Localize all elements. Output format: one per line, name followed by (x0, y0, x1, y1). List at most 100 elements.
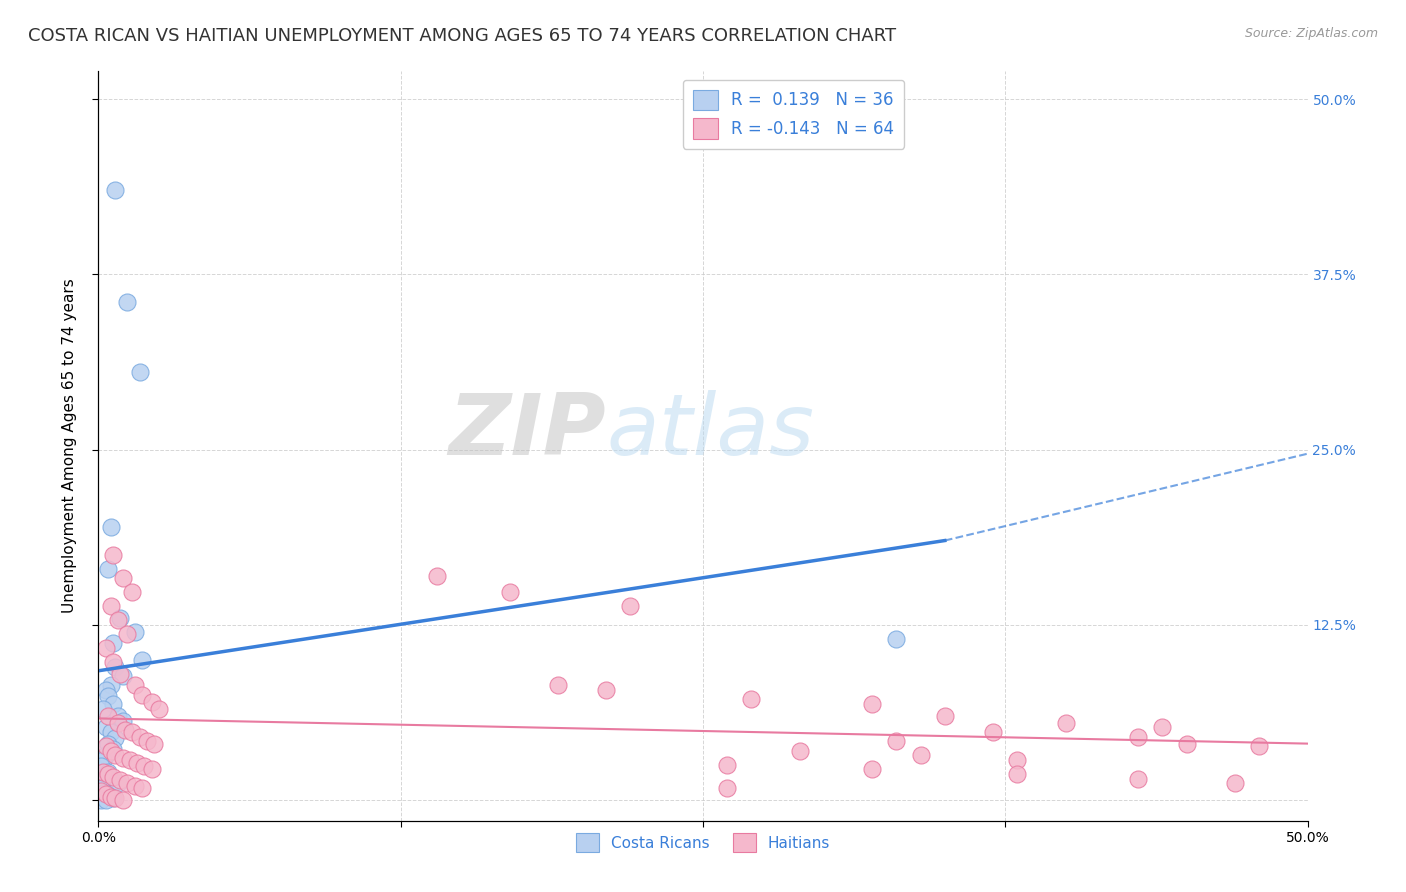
Point (1007, 767, 1029, 781)
Point (619, 599, 641, 614)
Point (100, 599, 122, 614)
Point (148, 701, 170, 715)
Point (547, 678, 569, 692)
Point (101, 636, 124, 650)
Point (740, 691, 762, 706)
Point (118, 753, 141, 767)
Point (90, 792, 112, 806)
Point (124, 624, 146, 639)
Point (111, 714, 134, 729)
Legend: Costa Ricans, Haitians: Costa Ricans, Haitians (569, 827, 837, 858)
Point (104, 659, 127, 673)
Point (886, 734, 908, 748)
Point (143, 737, 166, 751)
Point (124, 779, 146, 793)
Point (716, 757, 738, 772)
Point (101, 548, 124, 562)
Point (131, 688, 153, 702)
Point (97, 708, 120, 723)
Point (100, 789, 122, 804)
Y-axis label: Unemployment Among Ages 65 to 74 years: Unemployment Among Ages 65 to 74 years (62, 278, 77, 614)
Point (90, 781, 112, 796)
Point (981, 725, 1004, 739)
Point (90, 759, 112, 773)
Point (117, 776, 139, 790)
Point (101, 742, 124, 756)
Point (90, 784, 112, 798)
Point (1175, 737, 1198, 751)
Point (426, 568, 449, 582)
Point (111, 669, 134, 683)
Point (91, 764, 114, 779)
Point (498, 585, 520, 599)
Point (100, 519, 122, 533)
Point (108, 772, 131, 787)
Point (101, 791, 124, 805)
Point (97, 737, 120, 751)
Point (134, 759, 156, 773)
Point (128, 730, 150, 744)
Point (716, 781, 738, 796)
Point (107, 715, 129, 730)
Point (97, 561, 120, 575)
Point (100, 678, 122, 692)
Point (97, 689, 120, 703)
Point (94, 770, 117, 784)
Point (108, 610, 131, 624)
Point (128, 366, 150, 380)
Text: COSTA RICAN VS HAITIAN UNEMPLOYMENT AMONG AGES 65 TO 74 YEARS CORRELATION CHART: COSTA RICAN VS HAITIAN UNEMPLOYMENT AMON… (28, 27, 896, 45)
Point (141, 695, 163, 709)
Point (127, 756, 149, 771)
Point (860, 762, 883, 776)
Point (97, 767, 120, 781)
Point (111, 750, 134, 764)
Point (1249, 739, 1271, 754)
Point (97, 789, 120, 803)
Point (111, 792, 134, 806)
Point (94, 787, 117, 801)
Point (101, 770, 124, 784)
Text: atlas: atlas (606, 390, 814, 473)
Point (104, 183, 127, 197)
Point (104, 791, 127, 805)
Point (94, 683, 117, 698)
Point (94, 720, 117, 734)
Point (886, 632, 908, 646)
Point (94, 641, 117, 656)
Point (860, 698, 883, 712)
Point (107, 708, 129, 723)
Point (1128, 730, 1150, 744)
Point (100, 725, 122, 739)
Point (100, 743, 122, 757)
Text: Source: ZipAtlas.com: Source: ZipAtlas.com (1244, 27, 1378, 40)
Point (124, 678, 146, 692)
Point (934, 708, 956, 723)
Point (91, 701, 114, 715)
Point (1152, 720, 1174, 734)
Point (108, 666, 131, 681)
Point (107, 776, 129, 790)
Point (1054, 715, 1077, 730)
Point (1223, 776, 1246, 790)
Point (101, 656, 124, 670)
Point (91, 786, 114, 800)
Point (117, 627, 139, 641)
Point (141, 762, 163, 776)
Point (94, 792, 117, 806)
Point (114, 723, 136, 737)
Point (94, 747, 117, 762)
Point (94, 739, 117, 754)
Point (104, 747, 127, 762)
Point (595, 683, 617, 698)
Point (131, 781, 153, 796)
Point (135, 734, 157, 748)
Point (111, 571, 134, 585)
Point (910, 747, 932, 762)
Text: ZIP: ZIP (449, 390, 606, 473)
Point (121, 585, 143, 599)
Point (104, 731, 127, 745)
Point (789, 743, 811, 757)
Point (91, 753, 114, 767)
Point (1007, 753, 1029, 767)
Point (121, 725, 143, 739)
